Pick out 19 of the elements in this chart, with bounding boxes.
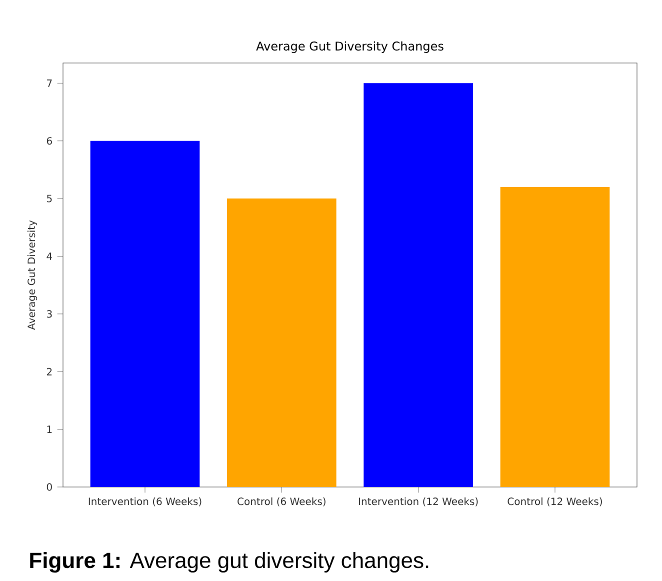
- bar: [90, 140, 200, 487]
- chart-title: Average Gut Diversity Changes: [256, 41, 444, 53]
- x-tick-label: Intervention (6 Weeks): [88, 497, 202, 506]
- bar: [364, 83, 473, 487]
- y-tick-label: 5: [47, 194, 52, 202]
- y-axis-title: Average Gut Diversity: [27, 220, 38, 330]
- y-tick-label: 7: [47, 80, 52, 87]
- y-tick-label: 2: [46, 368, 52, 376]
- x-tick-label: Control (12 Weeks): [508, 497, 602, 506]
- y-tick-label: 0: [46, 483, 52, 491]
- x-tick-label: Control (6 Weeks): [238, 497, 326, 506]
- y-tick-label: 6: [46, 137, 52, 145]
- y-tick-label: 1: [47, 426, 52, 433]
- x-tick-label: Intervention (12 Weeks): [359, 497, 478, 506]
- text: Figure 1: Average gut diversity changes.: [30, 552, 428, 573]
- bar: [500, 187, 610, 487]
- y-tick-label: 4: [46, 252, 52, 260]
- y-tick-label: 3: [46, 310, 52, 318]
- bar: [227, 198, 336, 487]
